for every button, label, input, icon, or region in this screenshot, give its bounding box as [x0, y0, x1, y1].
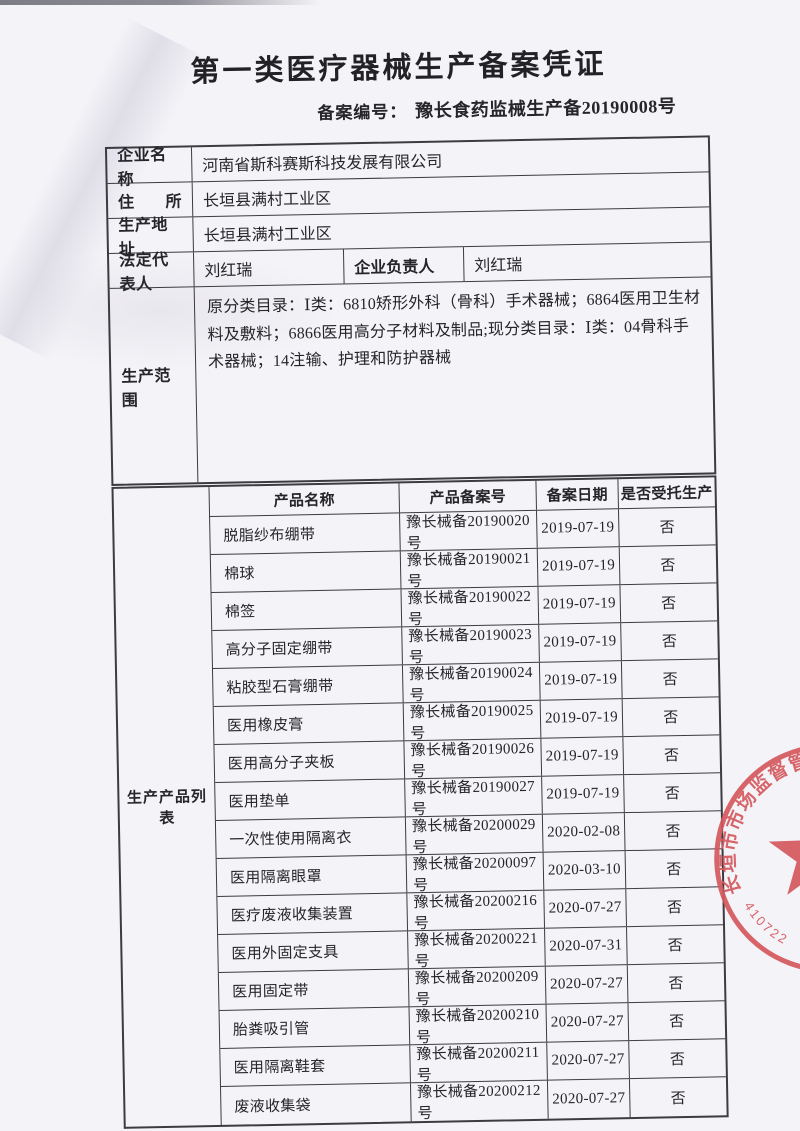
product-record-date-cell: 2019-07-19 [541, 737, 625, 776]
product-record-no-cell: 豫长械备20200097号 [406, 852, 545, 894]
product-record-no-cell: 豫长械备20190022号 [401, 586, 540, 628]
product-record-date-cell: 2019-07-19 [537, 547, 621, 586]
column-header-product-name: 产品名称 [209, 483, 401, 517]
record-number-value: 豫长食药监械生产备20190008号 [415, 96, 677, 122]
product-list-table: 生产产品列表 产品名称 产品备案号 备案日期 是否受托生产 脱脂纱布绷带 豫长械… [111, 475, 729, 1129]
legal-representative-label: 法定代表人 [108, 252, 195, 294]
product-record-date-cell: 2020-07-27 [544, 889, 627, 928]
seal-star-icon [768, 807, 800, 895]
product-name-cell: 一次性使用隔离衣 [215, 817, 407, 858]
product-name-cell: 医用固定带 [218, 969, 410, 1010]
product-name-cell: 医用外固定支具 [218, 931, 409, 972]
scan-shadow-artifact [40, 250, 340, 370]
product-record-date-cell: 2019-07-19 [540, 699, 624, 738]
product-record-date-cell: 2020-07-27 [546, 1003, 630, 1042]
product-record-date-cell: 2019-07-19 [539, 661, 623, 700]
product-name-cell: 医用隔离鞋套 [220, 1045, 411, 1086]
product-name-cell: 医疗废液收集装置 [217, 893, 409, 934]
product-record-no-cell: 豫长械备20190021号 [400, 548, 539, 590]
product-record-no-cell: 豫长械备20200211号 [410, 1042, 548, 1084]
product-name-cell: 医用隔离眼罩 [216, 855, 408, 896]
product-record-no-cell: 豫长械备20190025号 [403, 700, 542, 742]
product-table-body: 产品名称 产品备案号 备案日期 是否受托生产 脱脂纱布绷带 豫长械备201900… [209, 477, 726, 1125]
production-scope-label: 生产范围 [109, 287, 199, 484]
product-list-section-label: 生产产品列表 [113, 487, 222, 1127]
enterprise-manager-value: 刘红瑞 [474, 257, 523, 275]
column-header-record-date: 备案日期 [536, 479, 619, 510]
product-record-date-cell: 2020-03-10 [543, 851, 627, 890]
product-name-cell: 医用高分子夹板 [214, 741, 406, 783]
product-name-cell: 胎粪吸引管 [219, 1007, 411, 1048]
product-name-cell: 医用垫单 [215, 779, 406, 820]
product-record-date-cell: 2019-07-19 [538, 585, 622, 624]
product-record-date-cell: 2019-07-19 [542, 775, 625, 814]
seal-code-text: 410722 [741, 898, 792, 948]
product-record-no-cell: 豫长械备20190023号 [402, 624, 540, 666]
product-record-date-cell: 2020-07-27 [547, 1079, 631, 1119]
production-scope-value: 原分类目录：Ⅰ类：6810矫形外科（骨科）手术器械；6864医用卫生材料及敷料；… [206, 289, 701, 372]
product-record-date-cell: 2019-07-19 [537, 509, 620, 548]
seal-ring [714, 743, 800, 973]
product-name-cell: 废液收集袋 [221, 1083, 412, 1125]
product-entrusted-cell: 否 [661, 634, 678, 651]
page-title: 第一类医疗器械生产备案凭证 [190, 48, 607, 89]
svg-text:410722: 410722 [741, 898, 792, 948]
product-record-no-cell: 豫长械备20200029号 [405, 814, 544, 856]
column-header-entrusted: 是否受托生产 [620, 485, 713, 504]
official-red-seal: 长垣市市场监督管理局 410722 [714, 743, 800, 973]
product-entrusted-cell: 否 [659, 520, 676, 537]
product-record-date-cell: 2019-07-19 [539, 623, 622, 662]
record-number-line: 备案编号： 豫长食药监械生产备20190008号 [317, 92, 676, 125]
product-entrusted-cell: 否 [669, 1014, 685, 1031]
product-record-no-cell: 豫长械备20190024号 [402, 662, 541, 704]
product-record-date-cell: 2020-07-27 [545, 965, 629, 1004]
product-entrusted-cell: 否 [663, 710, 679, 727]
product-name-cell: 棉球 [210, 551, 402, 593]
product-name-cell: 脱脂纱布绷带 [210, 513, 401, 555]
product-record-no-cell: 豫长械备20200221号 [408, 928, 546, 970]
product-record-date-cell: 2020-02-08 [542, 813, 626, 852]
residence-label-left: 住 [117, 194, 135, 212]
scan-top-edge-artifact [0, 0, 320, 5]
product-entrusted-cell: 否 [660, 558, 676, 575]
product-record-no-cell: 豫长械备20200212号 [410, 1080, 549, 1122]
product-entrusted-cell: 否 [669, 1052, 686, 1069]
product-record-date-cell: 2020-07-27 [547, 1041, 630, 1080]
product-entrusted-cell: 否 [670, 1090, 687, 1107]
product-record-no-cell: 豫长械备20190026号 [404, 738, 543, 780]
product-record-no-cell: 豫长械备20200209号 [408, 966, 547, 1008]
product-record-no-cell: 豫长械备20190020号 [400, 510, 538, 552]
company-info-table: 企业名称 河南省斯科赛斯科技发展有限公司 住 所 长垣县满村工业区 生产地址 长… [104, 135, 717, 486]
product-name-cell: 棉签 [211, 589, 403, 631]
product-record-no-cell: 豫长械备20200210号 [409, 1004, 548, 1046]
product-entrusted-cell: 否 [662, 672, 679, 689]
company-name-label: 企业名称 [106, 147, 193, 189]
product-entrusted-cell: 否 [661, 596, 677, 613]
table-row: 生产范围 原分类目录：Ⅰ类：6810矫形外科（骨科）手术器械；6864医用卫生材… [109, 277, 715, 484]
residence-label-right: 所 [165, 193, 183, 211]
product-record-date-cell: 2020-07-31 [545, 927, 628, 966]
enterprise-manager-label: 企业负责人 [343, 247, 465, 284]
product-record-no-cell: 豫长械备20200216号 [407, 890, 546, 932]
product-name-cell: 高分子固定绷带 [212, 627, 403, 669]
legal-representative-value: 刘红瑞 [193, 249, 345, 287]
product-record-no-cell: 豫长械备20190027号 [405, 776, 543, 818]
product-name-cell: 粘胶型石膏绷带 [212, 665, 404, 707]
record-number-label: 备案编号： [317, 102, 408, 123]
product-name-cell: 医用橡皮膏 [213, 703, 405, 745]
